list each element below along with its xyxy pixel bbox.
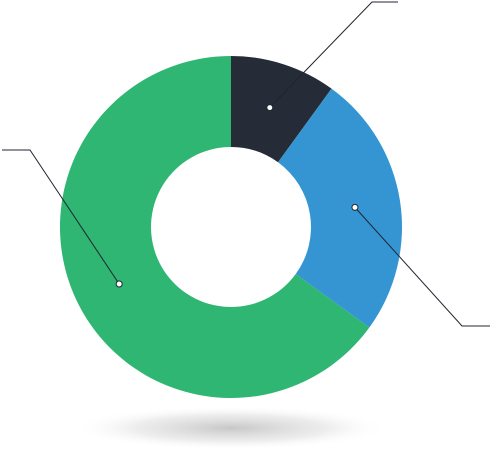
donut-slice-3 [59, 56, 370, 398]
leader-line-1 [269, 1, 398, 108]
leader-marker-3 [115, 280, 123, 288]
leader-line-3 [2, 149, 120, 285]
slices-group [59, 56, 403, 398]
donut-slice-2 [278, 88, 403, 328]
leader-line-2 [354, 207, 490, 327]
chart-shadow [73, 406, 389, 450]
leader-lines-group [2, 1, 490, 327]
leader-marker-2 [351, 203, 359, 211]
leader-marker-1 [266, 104, 274, 112]
donut-slice-1 [231, 56, 332, 163]
